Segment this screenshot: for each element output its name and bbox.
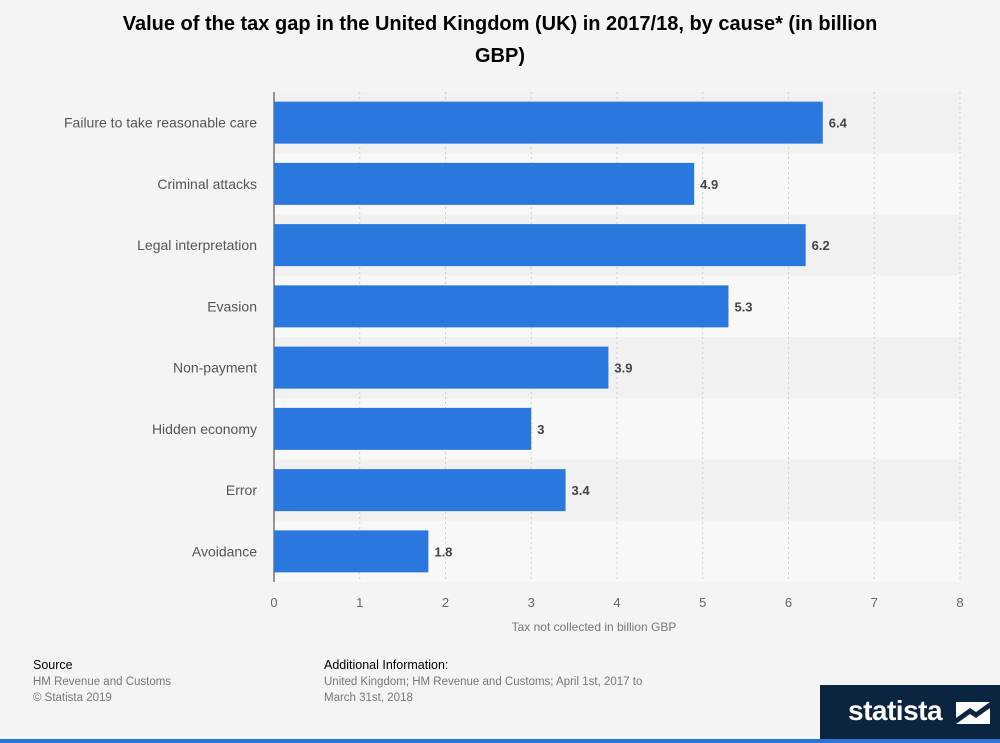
x-tick-label: 1 xyxy=(356,595,363,610)
value-label: 6.4 xyxy=(829,116,848,131)
category-label: Hidden economy xyxy=(152,421,257,437)
x-tick-label: 4 xyxy=(613,595,620,610)
chart-title: Value of the tax gap in the United Kingd… xyxy=(122,13,878,67)
category-label: Evasion xyxy=(207,298,257,314)
statista-logo-icon xyxy=(956,702,990,724)
category-label: Error xyxy=(226,482,257,498)
x-tick-label: 3 xyxy=(528,595,535,610)
source-block: Source HM Revenue and Customs © Statista… xyxy=(33,657,171,707)
brand-name: statista xyxy=(848,695,943,726)
source-heading: Source xyxy=(33,658,73,672)
x-tick-label: 6 xyxy=(785,595,792,610)
bar xyxy=(274,469,566,512)
bar xyxy=(274,101,823,144)
x-tick-label: 8 xyxy=(956,595,963,610)
bar xyxy=(274,224,806,267)
bar xyxy=(274,407,532,450)
category-label: Failure to take reasonable care xyxy=(64,115,257,131)
x-tick-label: 0 xyxy=(270,595,277,610)
value-label: 3.9 xyxy=(614,361,632,376)
category-label: Criminal attacks xyxy=(157,176,257,192)
bar xyxy=(274,285,729,328)
value-label: 5.3 xyxy=(734,299,752,314)
bar xyxy=(274,530,429,573)
statista-logo[interactable]: statista xyxy=(820,685,1000,739)
additional-info-block: Additional Information: United Kingdom; … xyxy=(324,657,642,707)
value-label: 1.8 xyxy=(434,544,452,559)
category-label: Legal interpretation xyxy=(137,237,257,253)
additional-info-line: March 31st, 2018 xyxy=(324,692,413,704)
x-axis-title: Tax not collected in billion GBP xyxy=(512,620,677,634)
bottom-accent-line xyxy=(0,739,1000,743)
value-label: 4.9 xyxy=(700,177,718,192)
category-label: Non-payment xyxy=(173,360,257,376)
value-label: 6.2 xyxy=(812,238,830,253)
bar xyxy=(274,162,695,205)
source-line: HM Revenue and Customs xyxy=(33,675,172,688)
additional-info-heading: Additional Information: xyxy=(324,658,449,672)
bar xyxy=(274,346,609,389)
x-tick-label: 5 xyxy=(699,595,706,610)
category-label: Avoidance xyxy=(192,543,257,559)
value-label: 3.4 xyxy=(572,483,591,498)
x-tick-label: 7 xyxy=(871,595,878,610)
additional-info-line: United Kingdom; HM Revenue and Customs; … xyxy=(324,675,643,688)
value-label: 3 xyxy=(537,422,544,437)
x-tick-label: 2 xyxy=(442,595,449,610)
copyright-line: © Statista 2019 xyxy=(33,692,112,704)
